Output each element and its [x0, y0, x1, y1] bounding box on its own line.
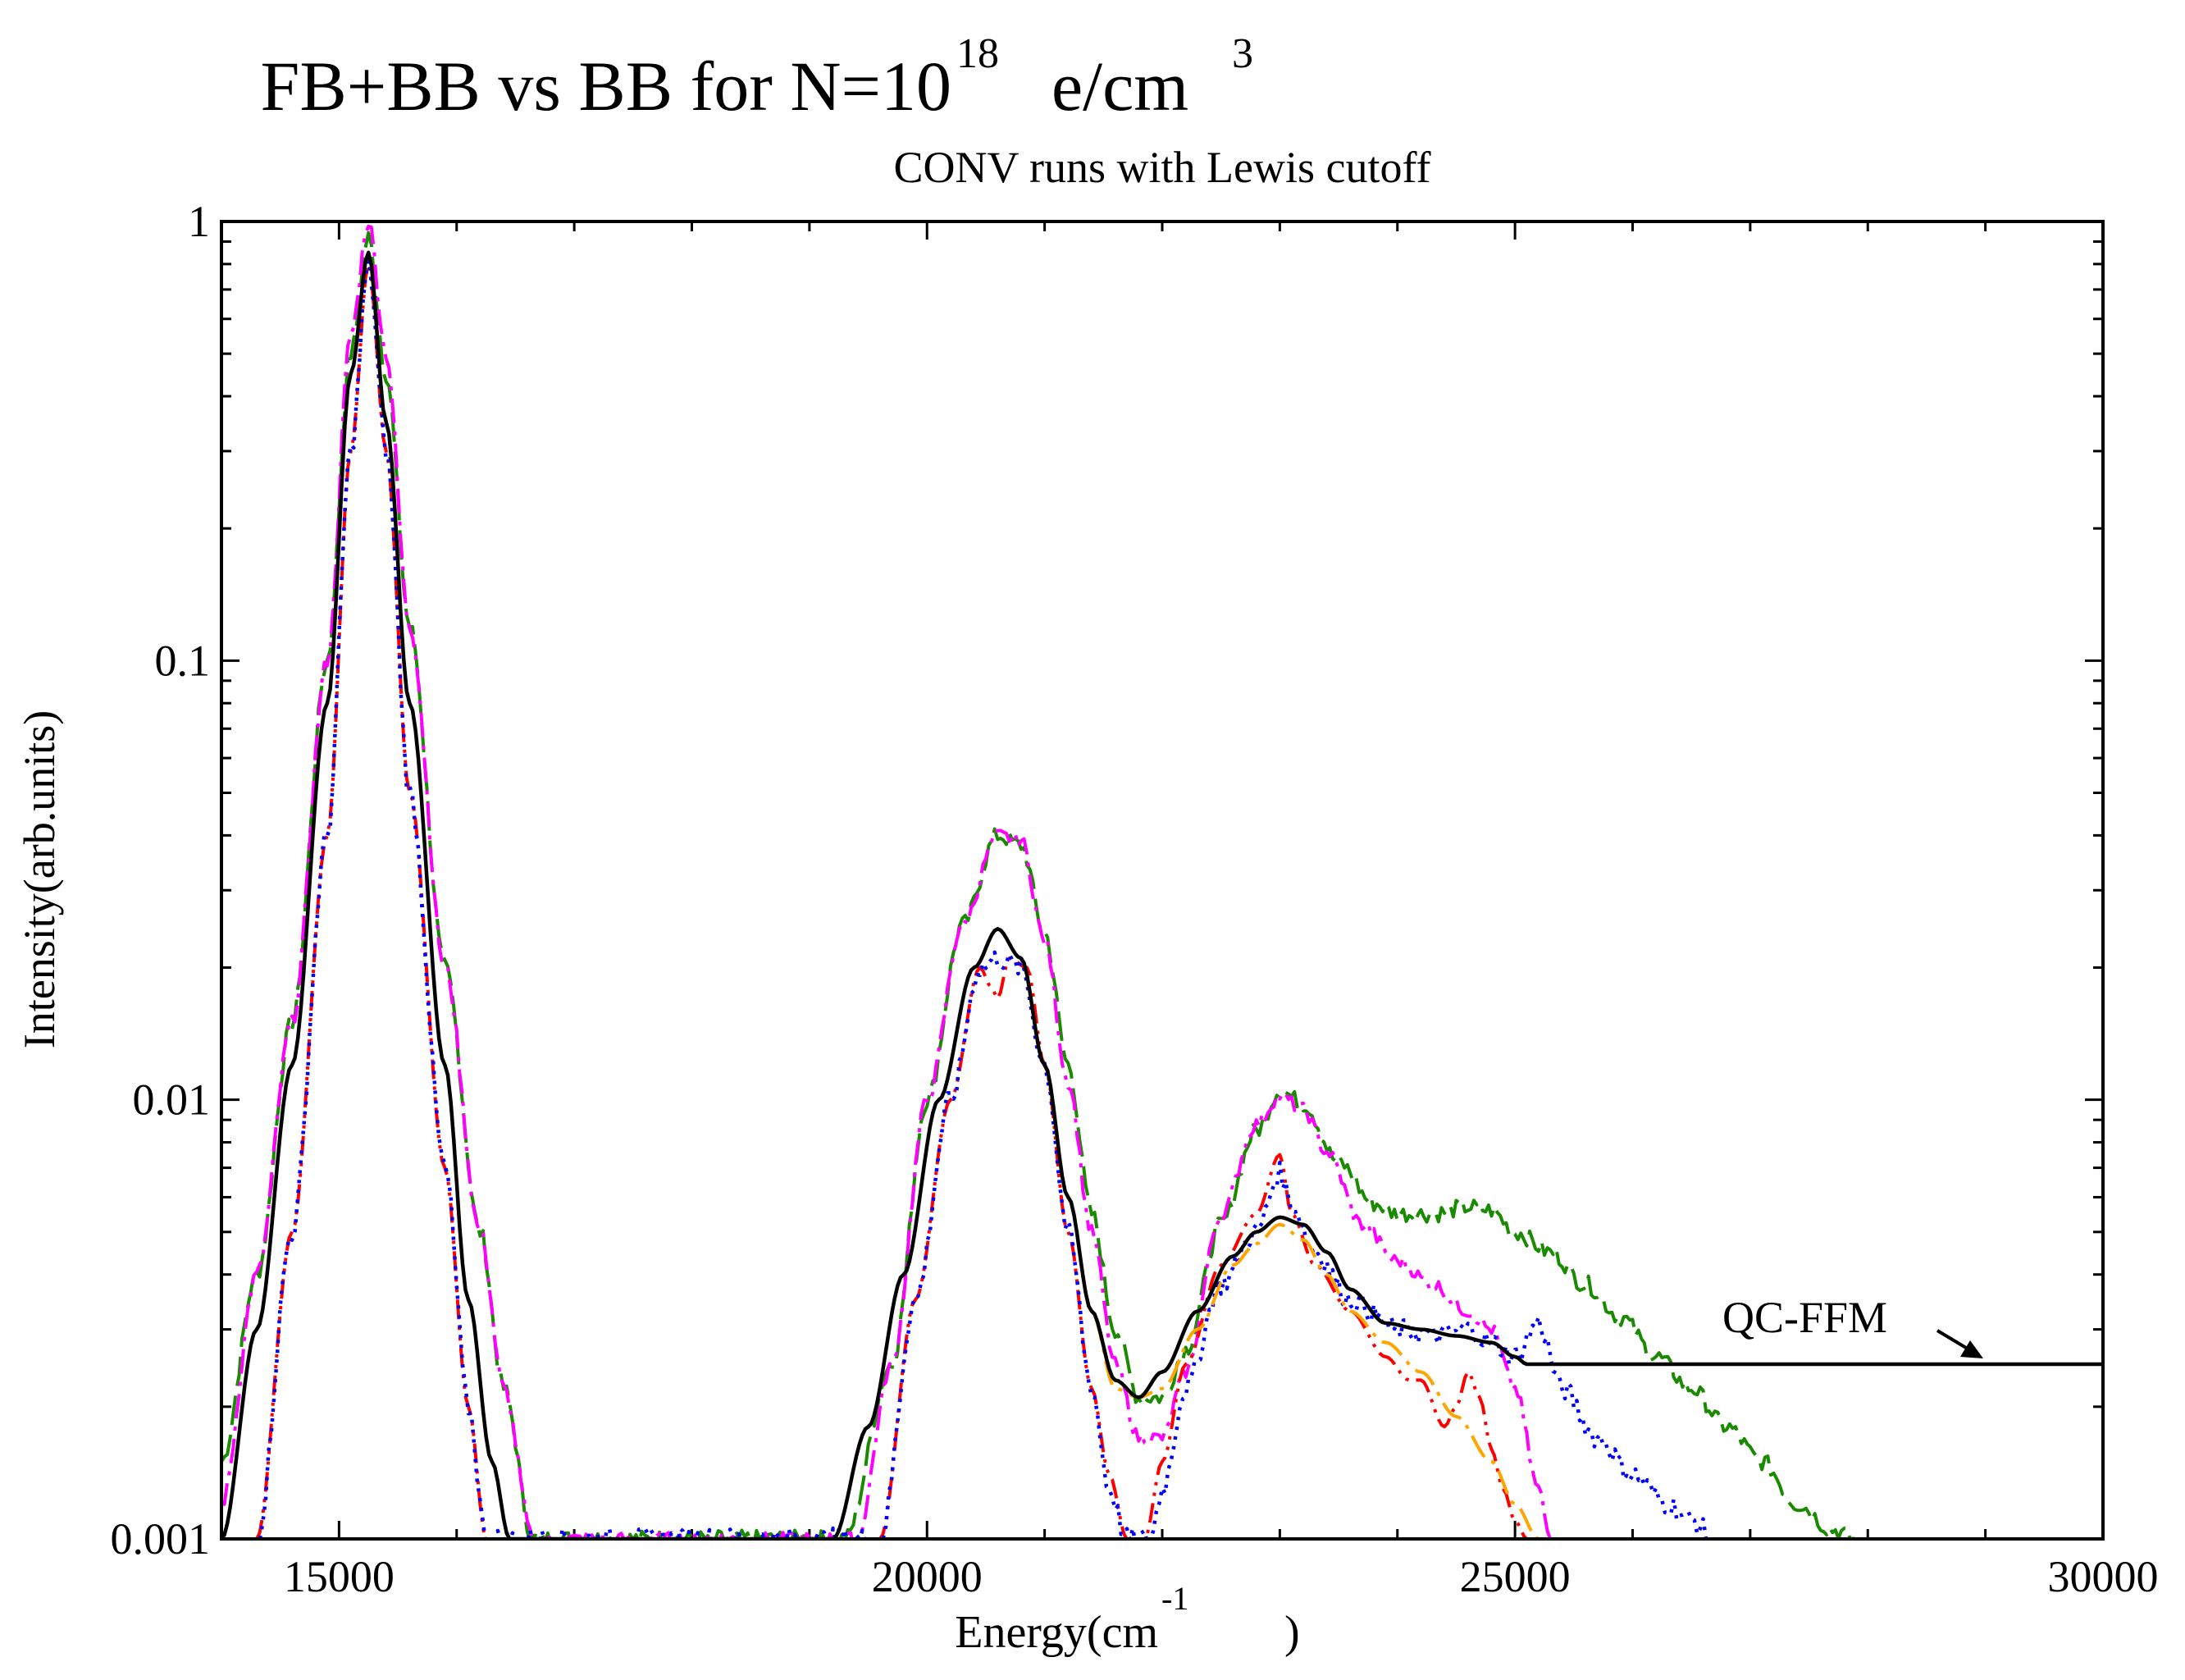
chart-title-exponent: 18	[956, 30, 999, 77]
y-axis-label: Intensity(arb.units)	[15, 710, 64, 1048]
x-axis-label-close: )	[1284, 1607, 1300, 1658]
x-tick-label: 15000	[284, 1552, 395, 1601]
chart-title-suffix: e/cm	[1051, 47, 1188, 126]
chart-subtitle: CONV runs with Lewis cutoff	[894, 143, 1431, 192]
series-line-4	[258, 253, 1715, 1539]
x-axis-label: Energy(cm	[955, 1607, 1158, 1658]
y-tick-label: 0.01	[133, 1075, 211, 1125]
axis-tick-labels: 15000 20000 25000 30000 0.001 0.01 0.1 1	[111, 197, 2159, 1601]
plot-frame	[220, 220, 2105, 1541]
series-line-1	[221, 231, 1857, 1539]
x-tick-label: 30000	[2048, 1552, 2159, 1601]
chart-title-suffix-exponent: 3	[1232, 30, 1253, 77]
y-tick-label: 0.001	[111, 1514, 211, 1564]
x-tick-label: 25000	[1460, 1552, 1571, 1601]
annotation-label: QC-FFM	[1722, 1293, 1887, 1342]
x-tick-label: 20000	[872, 1552, 983, 1601]
y-tick-label: 0.1	[155, 636, 211, 685]
series-line-3	[255, 262, 1528, 1539]
y-tick-label: 1	[188, 197, 210, 246]
series-layer	[221, 224, 2103, 1539]
annotation-arrow	[1936, 1329, 1983, 1358]
chart-title: FB+BB vs BB for N=10	[261, 47, 952, 126]
series-line-2	[221, 224, 1552, 1539]
series-line-6	[221, 250, 2103, 1539]
x-axis-label-exponent: -1	[1161, 1580, 1188, 1617]
series-line-5	[221, 250, 1540, 1539]
